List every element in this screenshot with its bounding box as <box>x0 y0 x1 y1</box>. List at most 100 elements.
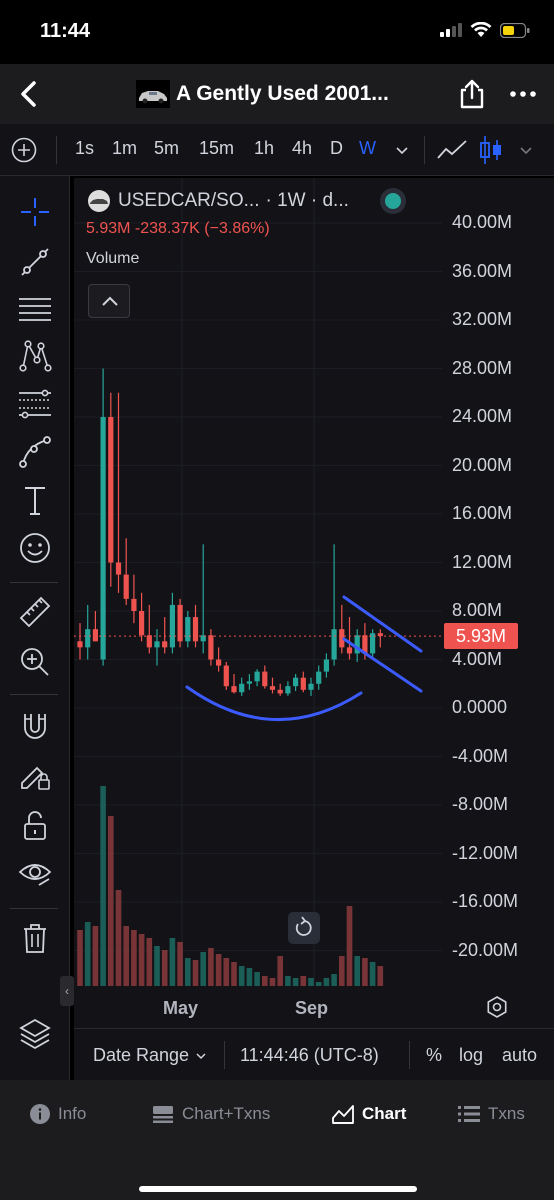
timeframe-w[interactable]: W <box>359 138 376 158</box>
time-axis-label-sep: Sep <box>295 998 329 1018</box>
log-scale-toggle[interactable]: log <box>459 1045 484 1065</box>
car-thumbnail <box>136 80 170 108</box>
chart-type-chevron-down-icon[interactable] <box>518 144 534 156</box>
reset-chart-button[interactable] <box>288 912 320 944</box>
price-axis-tick-label: 12.00M <box>452 551 513 572</box>
status-icons <box>440 22 530 38</box>
timeframe-1s[interactable]: 1s <box>75 138 95 158</box>
fib-retracement-icon[interactable] <box>17 386 53 422</box>
battery-icon <box>500 22 530 38</box>
candle-body <box>85 629 91 648</box>
candle-body <box>139 611 145 636</box>
auto-scale-toggle[interactable]: auto <box>502 1045 538 1065</box>
tab-info[interactable]: Info <box>30 1104 86 1124</box>
volume-bar <box>346 906 353 986</box>
chart-time[interactable]: 11:44:46 (UTC-8) <box>240 1045 379 1065</box>
line-chart-type-icon[interactable] <box>436 136 468 164</box>
candle-body <box>123 574 129 599</box>
collapse-legend-button[interactable] <box>88 284 130 318</box>
percent-scale-toggle[interactable]: % <box>426 1045 443 1065</box>
timeframe-d[interactable]: D <box>330 138 343 158</box>
candle-body <box>108 417 114 563</box>
volume-bar <box>161 950 168 986</box>
volume-label: Volume <box>86 250 140 267</box>
candle-body <box>185 617 191 642</box>
candle-body <box>223 665 229 687</box>
horizontal-lines-icon[interactable] <box>17 291 53 327</box>
token-title: A Gently Used 2001... <box>136 80 389 108</box>
more-options-button[interactable] <box>508 80 538 108</box>
volume-bar <box>169 938 176 986</box>
tab-chart[interactable]: Chart <box>332 1104 406 1124</box>
share-button[interactable] <box>456 78 488 110</box>
trend-line-icon[interactable] <box>17 244 53 280</box>
volume-bar <box>377 966 384 986</box>
hide-drawings-icon[interactable] <box>17 856 53 892</box>
crosshair-cursor-icon[interactable] <box>17 194 53 230</box>
candle-body <box>285 686 291 694</box>
volume-bar <box>108 816 114 986</box>
timeframe-chevron-down-icon[interactable] <box>394 144 410 156</box>
page-title: A Gently Used 2001... <box>176 82 389 105</box>
tab-chart-txns[interactable]: Chart+Txns <box>152 1104 270 1124</box>
app-header: A Gently Used 2001... <box>0 64 554 124</box>
volume-bar <box>231 962 237 986</box>
price-axis-tick-label: 28.00M <box>452 357 513 378</box>
tab-info-label: Info <box>58 1104 87 1123</box>
lock-drawing-icon[interactable] <box>17 758 53 794</box>
text-tool-icon[interactable] <box>17 482 53 518</box>
price-axis-tick-label: 8.00M <box>452 600 503 620</box>
candle-body <box>177 604 183 642</box>
back-button[interactable] <box>14 78 46 110</box>
candle-body <box>246 681 252 684</box>
date-range-button[interactable]: Date Range <box>93 1045 208 1066</box>
price-axis-tick-label: 0.0000 <box>452 697 508 717</box>
emoji-icon[interactable] <box>17 530 53 566</box>
volume-bar <box>277 956 283 986</box>
price-axis-tick-label: 4.00M <box>452 648 503 669</box>
timeframe-4h[interactable]: 4h <box>292 138 313 158</box>
price-chart[interactable] <box>74 178 554 1028</box>
timeframe-5m[interactable]: 5m <box>154 138 180 158</box>
chart-txns-icon <box>153 1106 173 1123</box>
zoom-in-icon[interactable] <box>17 644 53 680</box>
ruler-icon[interactable] <box>17 594 53 630</box>
volume-bar <box>339 956 345 986</box>
trash-icon[interactable] <box>17 920 53 956</box>
symbol-name[interactable]: USEDCAR/SO... <box>118 190 260 211</box>
layers-icon[interactable] <box>17 1016 53 1052</box>
volume-bar <box>138 934 145 986</box>
price-change: 5.93M -238.37K (−3.86%) <box>86 220 270 237</box>
volume-bar <box>369 962 376 986</box>
candle-body <box>254 671 260 682</box>
volume-bar <box>292 978 299 986</box>
timeframe-1h[interactable]: 1h <box>254 138 275 158</box>
chart-icon <box>332 1105 354 1124</box>
candlestick-chart-type-icon[interactable] <box>478 134 504 166</box>
collapse-toolbar-button[interactable]: ‹ <box>60 976 74 1006</box>
price-axis-tick-label: 20.00M <box>452 454 513 475</box>
status-bar: 11:44 <box>0 0 554 64</box>
volume-bar <box>362 958 368 986</box>
timeframe-15m[interactable]: 15m <box>199 138 235 158</box>
pattern-tool-icon[interactable] <box>17 338 53 374</box>
candle-body <box>192 617 199 642</box>
chart-toolbar: 1s 1m 5m 15m 1h 4h D W <box>0 124 554 176</box>
volume-bar <box>77 930 83 986</box>
chart-settings-icon[interactable] <box>484 994 510 1020</box>
last-price-tag: 5.93M <box>444 623 518 649</box>
candle-body <box>370 633 376 654</box>
candle-body <box>346 647 353 654</box>
tab-txns[interactable]: Txns <box>458 1104 525 1124</box>
magnet-icon[interactable] <box>17 708 53 744</box>
volume-bar <box>131 930 137 986</box>
curve-tool-icon[interactable] <box>17 434 53 470</box>
price-axis-tick-label: -12.00M <box>452 842 519 863</box>
reset-icon <box>295 916 312 936</box>
timeframe-1m[interactable]: 1m <box>112 138 138 158</box>
chart-area[interactable]: USEDCAR/SO... · 1W · d... 5.93M -238.37K… <box>74 178 554 1080</box>
add-indicator-button[interactable] <box>11 137 37 163</box>
candle-body <box>231 686 237 693</box>
price-axis-tick-label: -16.00M <box>452 891 519 911</box>
unlock-icon[interactable] <box>17 808 53 844</box>
